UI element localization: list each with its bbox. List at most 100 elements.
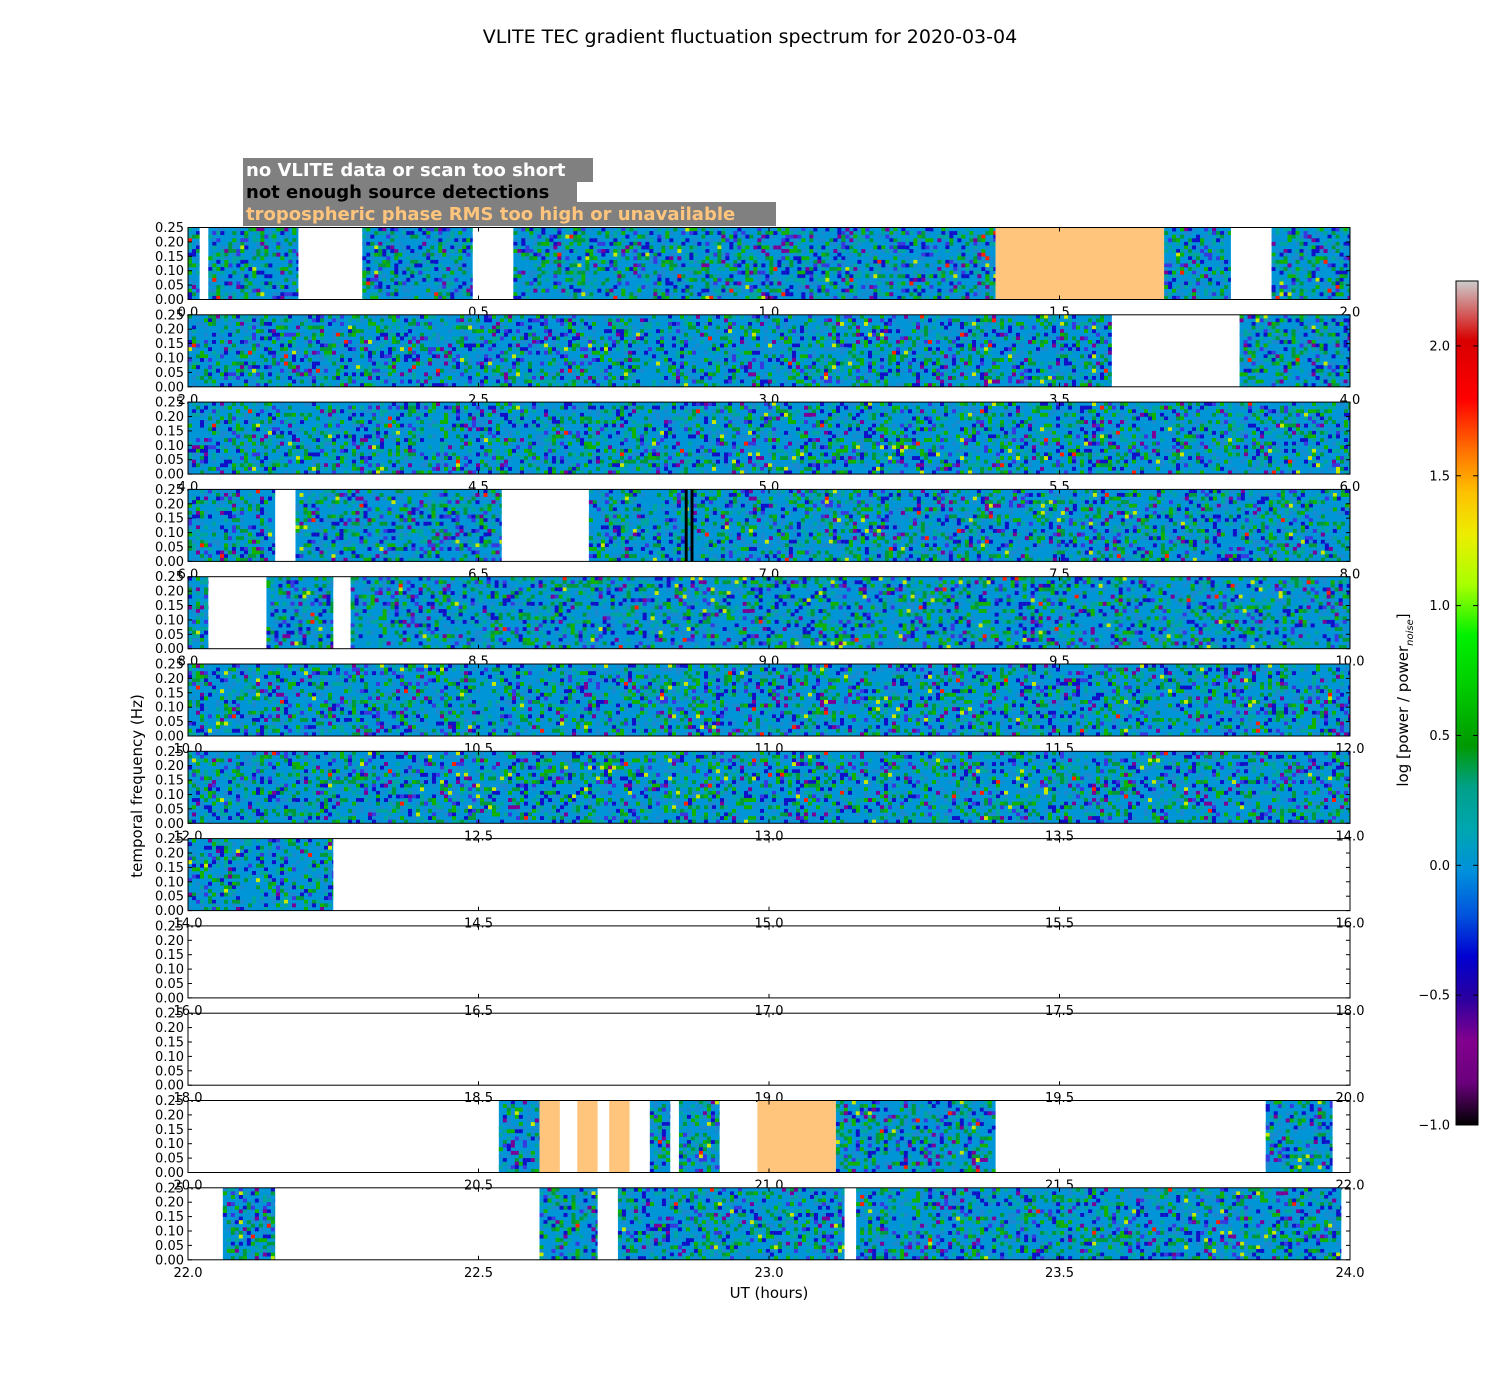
- heatmap-cell: [1096, 325, 1100, 330]
- heatmap-cell: [552, 372, 556, 377]
- heatmap-cell: [1271, 292, 1276, 297]
- heatmap-cell: [885, 292, 890, 297]
- heatmap-cell: [192, 263, 196, 268]
- heatmap-cell: [572, 379, 576, 384]
- heatmap-cell: [256, 231, 261, 235]
- heatmap-cell: [1275, 332, 1280, 337]
- heatmap-cell: [516, 340, 520, 344]
- heatmap-cell: [248, 372, 252, 377]
- heatmap-cell: [1279, 288, 1284, 293]
- heatmap-cell: [1243, 340, 1248, 344]
- heatmap-cell: [196, 405, 200, 410]
- heatmap-cell: [224, 263, 229, 268]
- heatmap-cell: [753, 270, 758, 275]
- heatmap-cell: [521, 292, 526, 297]
- heatmap-cell: [692, 368, 696, 373]
- heatmap-cell: [901, 281, 906, 286]
- heatmap-cell: [1072, 347, 1076, 352]
- heatmap-cell: [260, 343, 264, 348]
- heatmap-cell: [524, 336, 528, 341]
- heatmap-cell: [965, 263, 970, 268]
- heatmap-cell: [828, 361, 832, 366]
- heatmap-cell: [816, 372, 820, 377]
- heatmap-cell: [561, 234, 566, 239]
- heatmap-cell: [548, 347, 552, 352]
- heatmap-cell: [272, 292, 277, 297]
- heatmap-cell: [884, 322, 888, 326]
- heatmap-cell: [964, 361, 968, 366]
- heatmap-cell: [364, 347, 368, 352]
- heatmap-cell: [1096, 383, 1100, 388]
- heatmap-cell: [1200, 238, 1205, 243]
- heatmap-cell: [976, 314, 980, 319]
- heatmap-cell: [470, 245, 473, 250]
- heatmap-cell: [224, 245, 229, 250]
- heatmap-cell: [1339, 368, 1344, 373]
- heatmap-cell: [885, 263, 890, 268]
- heatmap-cell: [1347, 365, 1350, 370]
- heatmap-cell: [248, 263, 253, 268]
- heatmap-cell: [789, 234, 794, 239]
- heatmap-cell: [808, 365, 812, 370]
- heatmap-cell: [836, 322, 840, 326]
- heatmap-cell: [1303, 231, 1308, 235]
- heatmap-cell: [446, 238, 451, 243]
- heatmap-cell: [1184, 227, 1189, 232]
- heatmap-cell: [512, 376, 516, 380]
- heatmap-cell: [1279, 270, 1284, 275]
- heatmap-cell: [617, 241, 622, 246]
- heatmap-cell: [260, 409, 264, 414]
- heatmap-cell: [484, 368, 488, 373]
- heatmap-cell: [653, 292, 658, 297]
- heatmap-cell: [880, 358, 884, 362]
- heatmap-cell: [1283, 249, 1288, 253]
- heatmap-cell: [204, 354, 208, 359]
- heatmap-cell: [857, 259, 862, 264]
- heatmap-cell: [272, 350, 276, 355]
- heatmap-cell: [284, 361, 288, 366]
- heatmap-cell: [853, 263, 858, 268]
- heatmap-cell: [264, 466, 268, 471]
- heatmap-cell: [621, 231, 626, 235]
- heatmap-cell: [398, 241, 403, 246]
- heatmap-cell: [268, 372, 272, 377]
- heatmap-cell: [446, 241, 451, 246]
- heatmap-cell: [725, 288, 730, 293]
- heatmap-cell: [916, 354, 920, 359]
- heatmap-cell: [945, 259, 950, 264]
- heatmap-cell: [402, 285, 407, 289]
- heatmap-cell: [336, 332, 340, 337]
- heatmap-cell: [1088, 325, 1092, 330]
- heatmap-cell: [1176, 267, 1181, 271]
- heatmap-cell: [601, 259, 606, 264]
- heatmap-cell: [872, 325, 876, 330]
- heatmap-cell: [697, 292, 702, 297]
- heatmap-cell: [688, 325, 692, 330]
- heatmap-cell: [789, 292, 794, 297]
- heatmap-cell: [1247, 332, 1252, 337]
- heatmap-cell: [264, 241, 269, 246]
- heatmap-cell: [496, 322, 500, 326]
- heatmap-cell: [749, 263, 754, 268]
- heatmap-cell: [458, 249, 463, 253]
- heatmap-cell: [448, 329, 452, 334]
- heatmap-cell: [1287, 263, 1292, 268]
- heatmap-cell: [308, 368, 312, 373]
- heatmap-cell: [188, 441, 192, 446]
- heatmap-cell: [448, 383, 452, 388]
- heatmap-cell: [1032, 325, 1036, 330]
- heatmap-cell: [976, 322, 980, 326]
- heatmap-cell: [965, 295, 970, 300]
- y-tick-label: 0.00: [155, 380, 184, 395]
- heatmap-cell: [244, 434, 248, 439]
- heatmap-cell: [284, 234, 289, 239]
- heatmap-cell: [452, 358, 456, 362]
- heatmap-cell: [378, 288, 383, 293]
- heatmap-cell: [192, 292, 196, 297]
- heatmap-cell: [1279, 358, 1284, 362]
- heatmap-cell: [545, 241, 550, 246]
- heatmap-cell: [693, 227, 698, 232]
- heatmap-cell: [1259, 368, 1264, 373]
- heatmap-cell: [884, 379, 888, 384]
- heatmap-cell: [484, 314, 488, 319]
